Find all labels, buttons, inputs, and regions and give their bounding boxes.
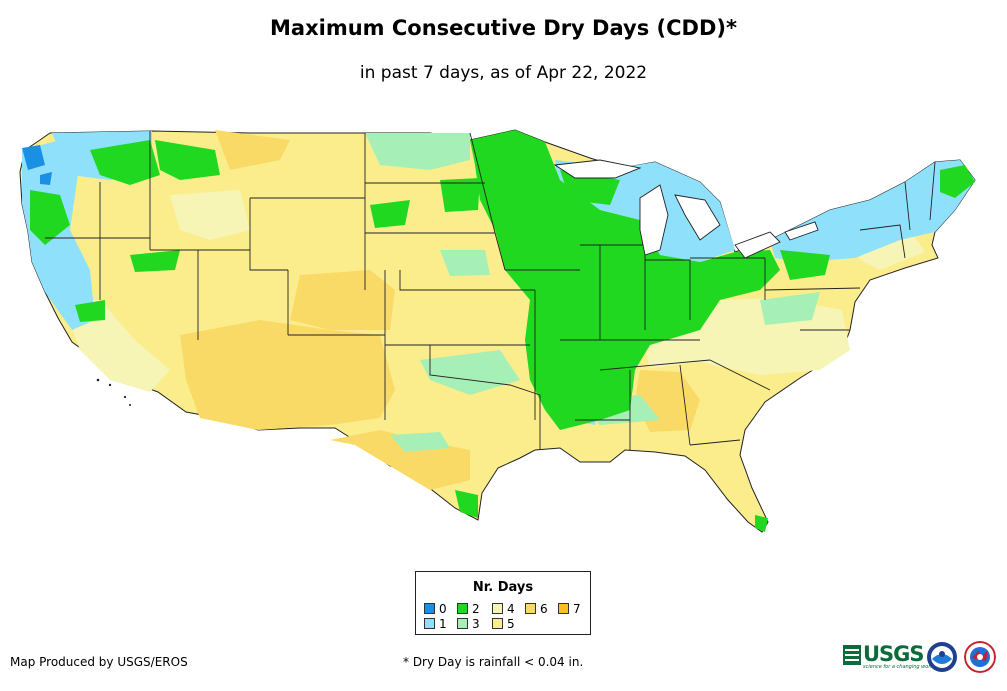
dry-day-footnote: * Dry Day is rainfall < 0.04 in.: [403, 655, 584, 669]
island-specks: [96, 378, 131, 406]
legend-label-0: 0: [439, 602, 447, 616]
legend: Nr. Days 0 1 2 3 4 5 6 7: [415, 571, 591, 635]
legend-label-6: 6: [540, 602, 548, 616]
great-lakes: [553, 159, 819, 259]
legend-swatch-3: [457, 618, 468, 629]
legend-swatch-1: [424, 618, 435, 629]
legend-item-5: 5: [492, 618, 515, 630]
legend-swatch-2: [457, 603, 468, 614]
legend-item-0: 0: [424, 603, 447, 615]
legend-label-5: 5: [507, 617, 515, 631]
map-title: Maximum Consecutive Dry Days (CDD)*: [270, 16, 737, 40]
legend-item-2: 2: [457, 603, 480, 615]
cdd-2-regions: [30, 130, 975, 532]
legend-swatch-0: [424, 603, 435, 614]
legend-item-6: 6: [525, 603, 548, 615]
legend-item-7: 7: [558, 603, 581, 615]
cdd-4-regions: [62, 190, 925, 392]
noaa-seal-icon: [927, 642, 957, 672]
legend-item-4: 4: [492, 603, 515, 615]
legend-label-3: 3: [472, 617, 480, 631]
usgs-logo: USGS science for a changing world: [843, 642, 935, 671]
legend-item-1: 1: [424, 618, 447, 630]
legend-swatch-4: [492, 603, 503, 614]
cdd-0-regions: [22, 145, 52, 185]
legend-title: Nr. Days: [472, 580, 534, 595]
legend-label-2: 2: [472, 602, 480, 616]
legend-label-4: 4: [507, 602, 515, 616]
map-subtitle: in past 7 days, as of Apr 22, 2022: [359, 63, 648, 83]
map-credit: Map Produced by USGS/EROS: [10, 655, 188, 669]
usgs-tagline: science for a changing world: [863, 664, 935, 670]
legend-label-1: 1: [439, 617, 447, 631]
legend-swatch-5: [492, 618, 503, 629]
usgs-wave-icon: [843, 645, 861, 665]
legend-item-3: 3: [457, 618, 480, 630]
nws-seal-icon: [964, 641, 996, 673]
state-boundaries: [45, 131, 936, 450]
legend-label-7: 7: [573, 602, 581, 616]
usgs-wordmark: USGS: [863, 642, 925, 666]
legend-swatch-6: [525, 603, 536, 614]
legend-swatch-7: [558, 603, 569, 614]
